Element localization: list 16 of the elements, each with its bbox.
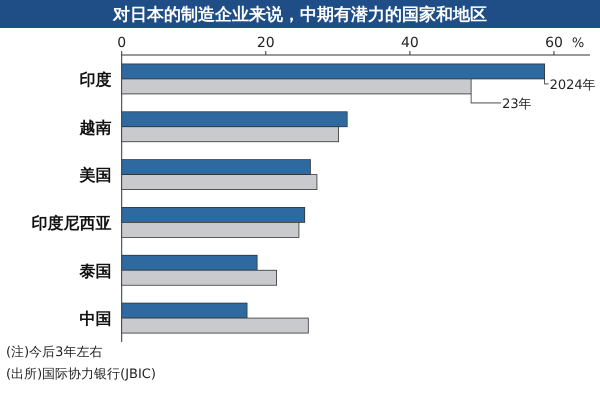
y-tick-label: 中国 (80, 309, 112, 328)
legend-label: 23年 (502, 96, 532, 112)
y-tick-label: 印度 (80, 70, 112, 89)
text: (注)今后3年左右 (6, 345, 102, 360)
x-tick-label: 40 (400, 35, 419, 51)
y-tick-label: 越南 (78, 118, 112, 137)
legend-label: 2024年 (550, 78, 596, 93)
x-tick-label: 0 (117, 35, 126, 51)
x-tick-label: 60 (545, 35, 563, 51)
x-tick-label: 20 (256, 35, 275, 51)
text: (出所)国际协力银行(JBIC) (6, 367, 156, 382)
y-tick-label: 美国 (78, 166, 112, 185)
x-axis-title: % (572, 36, 584, 51)
y-tick-label: 印度尼西亚 (32, 213, 112, 232)
y-tick-label: 泰国 (78, 261, 112, 280)
chart-title: 对日本的制造企业来说，中期有潜力的国家和地区 (112, 5, 487, 25)
